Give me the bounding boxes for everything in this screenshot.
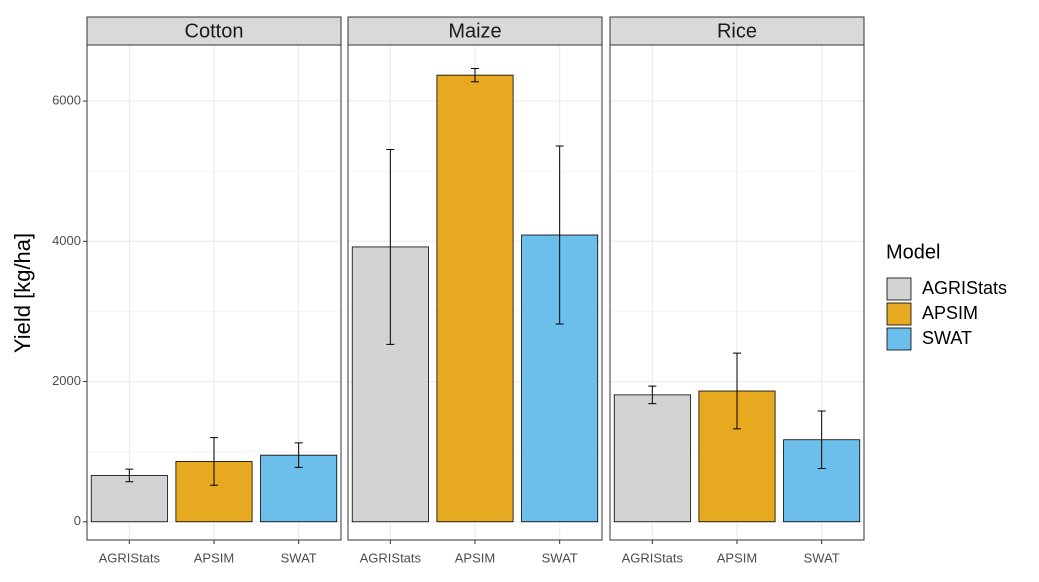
legend-label: APSIM xyxy=(922,303,978,323)
error-bar xyxy=(125,468,134,483)
y-tick-label: 0 xyxy=(74,513,81,528)
bar xyxy=(90,475,168,523)
error-bar xyxy=(471,67,479,83)
x-tick-label: APSIM xyxy=(455,550,495,565)
legend-key xyxy=(886,327,912,351)
facet-strip xyxy=(86,16,342,46)
error-bar xyxy=(386,148,395,345)
error-bar xyxy=(555,145,564,325)
bar xyxy=(436,74,514,523)
x-tick-label: APSIM xyxy=(194,550,234,565)
error-bar xyxy=(817,410,826,469)
y-axis-label: Yield [kg/ha] xyxy=(10,233,35,353)
panel-border xyxy=(609,44,865,541)
x-tick-label: AGRIStats xyxy=(360,550,422,565)
legend-key xyxy=(886,302,912,326)
x-tick-label: SWAT xyxy=(804,550,840,565)
error-bar xyxy=(733,352,741,430)
error-bar xyxy=(294,442,303,468)
x-tick-label: SWAT xyxy=(281,550,317,565)
x-tick-label: SWAT xyxy=(542,550,578,565)
bar xyxy=(613,394,691,523)
x-tick-label: APSIM xyxy=(717,550,757,565)
y-tick-label: 4000 xyxy=(52,233,81,248)
legend-label: SWAT xyxy=(922,328,972,348)
facet-strip xyxy=(609,16,865,46)
legend-key xyxy=(886,277,912,301)
y-tick-label: 2000 xyxy=(52,373,81,388)
x-tick-label: AGRIStats xyxy=(99,550,161,565)
y-tick-label: 6000 xyxy=(52,93,81,108)
x-tick-label: AGRIStats xyxy=(622,550,684,565)
facet-title: Rice xyxy=(717,20,757,42)
panel-border xyxy=(347,44,603,541)
facet-title: Maize xyxy=(448,20,501,42)
legend-label: AGRIStats xyxy=(922,278,1007,298)
error-bar xyxy=(210,437,218,486)
error-bar xyxy=(648,385,657,405)
facet-title: Cotton xyxy=(185,20,244,42)
legend-title: Model xyxy=(886,241,940,263)
panel-border xyxy=(86,44,342,541)
